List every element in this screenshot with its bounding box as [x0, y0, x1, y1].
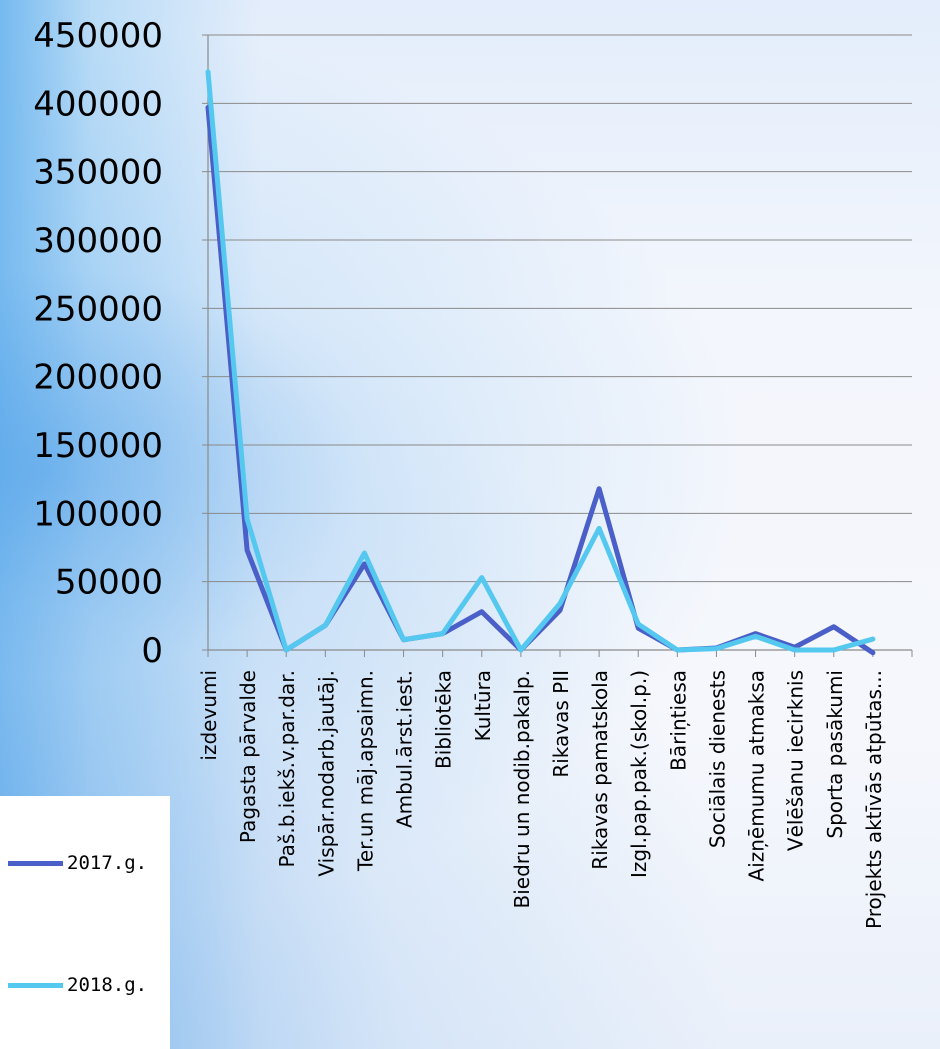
x-tick-label: Projekts aktīvās atpūtas...	[862, 670, 886, 929]
series-line-1	[205, 104, 876, 656]
y-tick-label: 400000	[33, 84, 163, 124]
axes	[202, 34, 913, 657]
y-tick-label: 100000	[33, 494, 163, 534]
y-tick-label: 0	[141, 631, 163, 671]
legend-swatch-series-2	[8, 982, 63, 988]
series-lines	[205, 69, 876, 656]
x-tick-label: Vispār.nodarb.jautāj.	[314, 670, 338, 877]
x-tick-label: Sociālais dienests	[705, 670, 729, 848]
x-tick-label: Bāriņtiesa	[666, 670, 690, 771]
legend: 2017.g. 2018.g.	[0, 796, 170, 1049]
x-tick-label: Rikavas pamatskola	[588, 670, 612, 870]
y-tick-label: 450000	[33, 16, 163, 56]
x-tick-label: Kultūra	[471, 670, 495, 741]
x-tick-label: Pagasta pārvalde	[236, 670, 260, 843]
x-tick-label: Vēlēšanu iecirknis	[784, 670, 808, 851]
x-tick-label: Paš.b.iekš.v.par.dar.	[275, 670, 299, 868]
x-tick-label: Izgl.pap.pak.(skol.p.)	[627, 670, 651, 878]
y-tick-label: 50000	[55, 563, 163, 603]
x-tick-label: Biedru un nodib.pakalp.	[510, 670, 534, 909]
y-tick-label: 200000	[33, 358, 163, 398]
x-tick-label: Bibliotēka	[432, 670, 456, 769]
x-tick-label: Aizņēmumu atmaksa	[745, 670, 769, 881]
y-tick-label: 250000	[33, 289, 163, 329]
x-axis-tick-labels: izdevumi Pagasta pārvalde Paš.b.iekš.v.par…	[197, 670, 886, 929]
legend-swatch-series-1	[8, 860, 63, 866]
legend-item-series-1: 2017.g.	[8, 852, 147, 874]
x-tick-label: Rikavas PII	[549, 670, 573, 778]
gridlines	[208, 34, 912, 583]
x-tick-label: Sporta pasākumi	[823, 670, 847, 839]
legend-item-series-2: 2018.g.	[8, 974, 147, 996]
y-tick-label: 300000	[33, 221, 163, 261]
y-tick-label: 350000	[33, 153, 163, 193]
legend-label-series-1: 2017.g.	[67, 852, 148, 874]
series-line-2	[205, 69, 876, 653]
legend-label-series-2: 2018.g.	[67, 974, 148, 996]
y-axis-tick-labels: 450000 400000 350000 300000 250000 200000 1500…	[33, 16, 163, 671]
x-tick-label: Ambul.ārst.iest.	[393, 670, 417, 828]
x-tick-label: Ter.un māj.apsaimn.	[353, 670, 377, 872]
x-tick-label: izdevumi	[197, 670, 221, 761]
y-tick-label: 150000	[33, 426, 163, 466]
